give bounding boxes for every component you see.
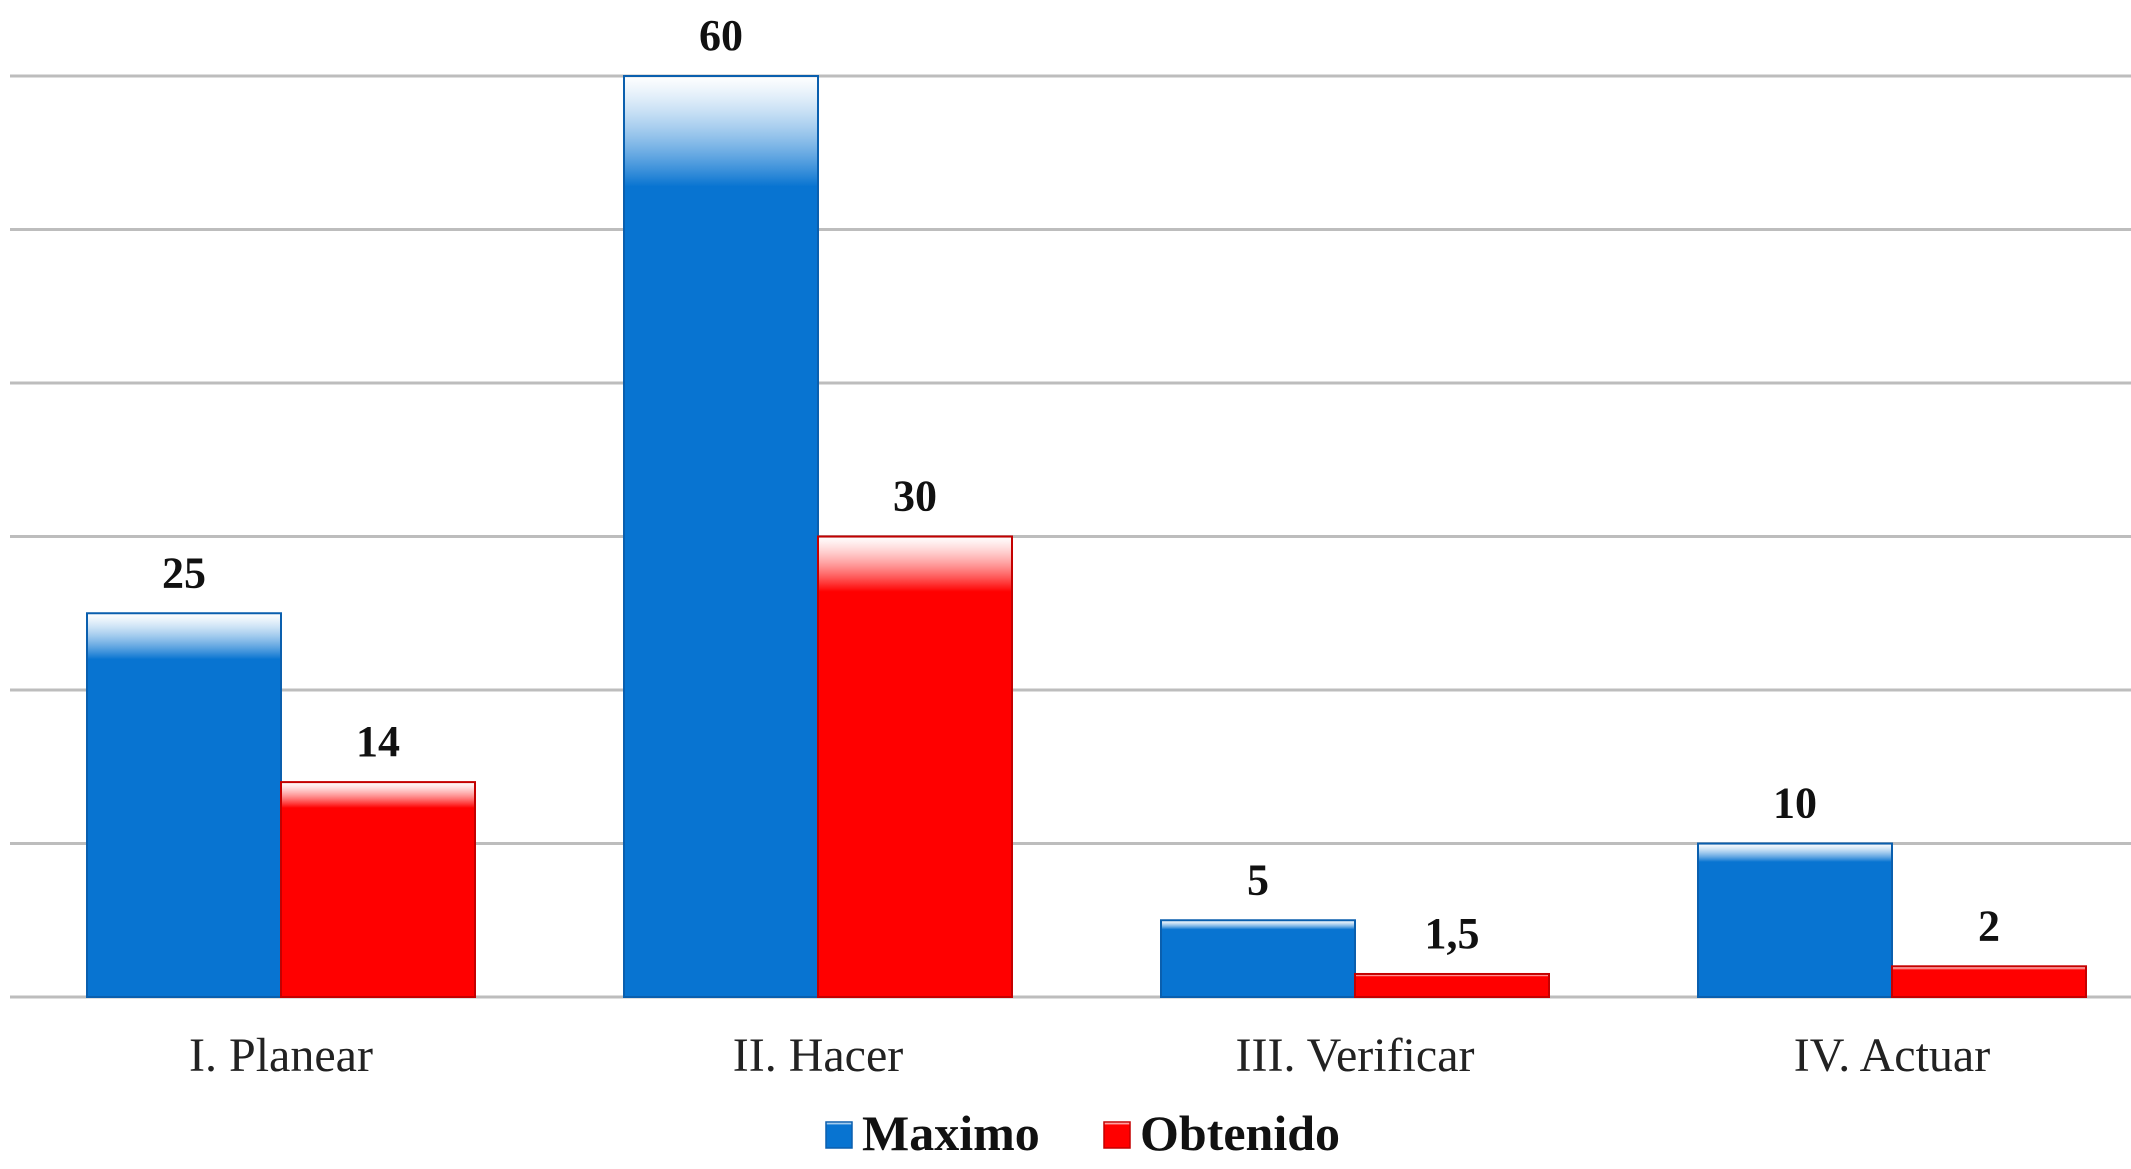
bar-obtenido-3 xyxy=(1354,972,1550,998)
data-label-obtenido-1: 14 xyxy=(356,717,400,766)
data-label-obtenido-3: 1,5 xyxy=(1425,909,1480,958)
legend-swatch-obtenido xyxy=(1103,1121,1131,1149)
category-label-1: I. Planear xyxy=(189,1029,373,1082)
bar-maximo-2 xyxy=(623,75,819,998)
bar-obtenido-4 xyxy=(1891,965,2087,998)
category-label-2: II. Hacer xyxy=(733,1029,904,1082)
bars xyxy=(86,75,2087,998)
data-label-maximo-3: 5 xyxy=(1247,855,1269,904)
category-axis: I. Planear II. Hacer III. Verificar IV. Act… xyxy=(189,1029,1990,1082)
data-label-obtenido-4: 2 xyxy=(1978,901,2000,950)
bar-maximo-1 xyxy=(86,612,282,998)
bar-maximo-3 xyxy=(1160,919,1356,998)
category-label-3: III. Verificar xyxy=(1236,1029,1475,1082)
data-labels: 25 14 60 30 5 1,5 10 2 xyxy=(162,11,2000,958)
data-label-maximo-2: 60 xyxy=(699,11,743,60)
bar-obtenido-1 xyxy=(280,781,476,998)
legend-label-maximo: Maximo xyxy=(862,1105,1040,1161)
data-label-maximo-4: 10 xyxy=(1773,779,1817,828)
legend: Maximo Obtenido xyxy=(825,1105,1340,1161)
bar-obtenido-2 xyxy=(817,535,1013,998)
data-label-maximo-1: 25 xyxy=(162,548,206,597)
legend-swatch-maximo xyxy=(825,1121,853,1149)
legend-label-obtenido: Obtenido xyxy=(1140,1105,1340,1161)
bar-maximo-4 xyxy=(1697,842,1893,998)
category-label-4: IV. Actuar xyxy=(1794,1029,1990,1082)
data-label-obtenido-2: 30 xyxy=(893,472,937,521)
